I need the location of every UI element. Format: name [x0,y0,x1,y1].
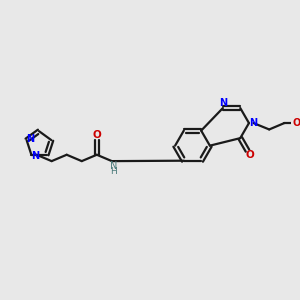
Text: O: O [92,130,101,140]
Text: N: N [26,134,34,144]
Text: N: N [250,118,258,128]
Text: O: O [292,118,300,128]
Text: H: H [110,167,117,176]
Text: N: N [31,151,39,161]
Text: N: N [219,98,227,108]
Text: O: O [246,150,254,160]
Text: N: N [110,161,117,171]
